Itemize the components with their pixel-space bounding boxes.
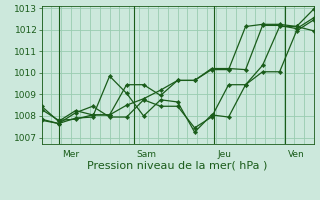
Text: Jeu: Jeu	[217, 150, 231, 159]
Text: Ven: Ven	[288, 150, 305, 159]
X-axis label: Pression niveau de la mer( hPa ): Pression niveau de la mer( hPa )	[87, 161, 268, 171]
Text: Sam: Sam	[137, 150, 157, 159]
Text: Mer: Mer	[62, 150, 79, 159]
